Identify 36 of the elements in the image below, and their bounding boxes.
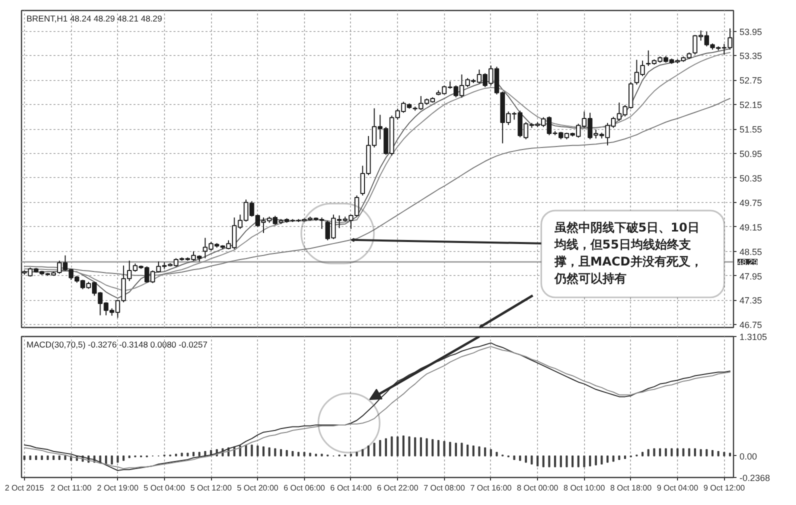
x-tick-label: 9 Oct 12:00 bbox=[703, 484, 746, 492]
x-tick-label: 8 Oct 00:00 bbox=[516, 484, 559, 492]
chart-title: MACD(30,70,5) -0.3276 -0.3148 0.0080 -0.0257 bbox=[26, 340, 208, 350]
x-tick-label: 8 Oct 18:00 bbox=[610, 484, 652, 492]
y-tick-label: 51.55 bbox=[740, 124, 762, 135]
ref-line-label: 48.29 bbox=[738, 258, 758, 267]
y-tick-label: 52.75 bbox=[740, 76, 762, 86]
y-tick-label: 48.55 bbox=[740, 246, 762, 257]
chart-title: BRENT,H1 48.24 48.29 48.21 48.29 bbox=[26, 14, 162, 24]
y-tick-label: 49.15 bbox=[740, 222, 762, 232]
y-tick-label: 49.75 bbox=[740, 198, 762, 208]
x-tick-label: 7 Oct 08:00 bbox=[424, 484, 466, 492]
y-tick-label: 52.15 bbox=[740, 100, 762, 110]
x-tick-label: 5 Oct 12:00 bbox=[190, 484, 232, 492]
x-tick-label: 2 Oct 2015 bbox=[4, 484, 45, 492]
y-tick-label: 53.35 bbox=[740, 51, 762, 62]
x-tick-label: 5 Oct 04:00 bbox=[144, 484, 186, 492]
y-tick-label: 1.3105 bbox=[740, 332, 768, 342]
x-tick-label: 7 Oct 16:00 bbox=[470, 484, 512, 492]
x-tick-label: 2 Oct 11:00 bbox=[50, 484, 92, 492]
y-tick-label: 50.35 bbox=[740, 173, 762, 184]
x-tick-label: 2 Oct 19:00 bbox=[97, 484, 139, 492]
x-tick-label: 9 Oct 04:00 bbox=[656, 484, 699, 492]
x-tick-label: 6 Oct 14:00 bbox=[330, 484, 372, 492]
y-tick-label: 50.95 bbox=[740, 149, 762, 160]
y-tick-label: 47.95 bbox=[740, 271, 762, 282]
x-tick-label: 5 Oct 20:00 bbox=[236, 484, 279, 492]
y-tick-label: -0.2368 bbox=[740, 473, 770, 483]
annotation: 虽然中阴线下破5日、10日均线，但55日均线始终支撑，且MACD并没有死叉，仍然可以持有 bbox=[553, 220, 702, 286]
x-tick-label: 6 Oct 22:00 bbox=[376, 484, 419, 492]
y-tick-label: 47.35 bbox=[740, 296, 762, 306]
y-tick-label: 53.95 bbox=[740, 26, 762, 37]
x-tick-label: 8 Oct 10:00 bbox=[564, 484, 606, 492]
y-tick-label: 46.75 bbox=[740, 320, 762, 330]
x-tick-label: 6 Oct 06:00 bbox=[284, 484, 326, 492]
y-tick-label: 0.00 bbox=[740, 451, 758, 462]
